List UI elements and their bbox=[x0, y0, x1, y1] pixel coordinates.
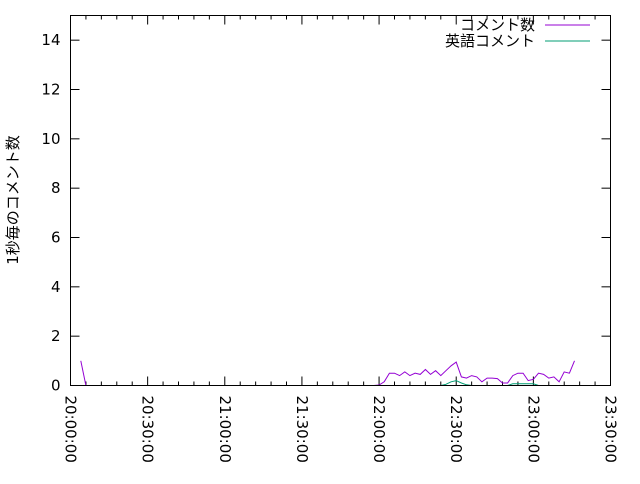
y-tick-label: 0 bbox=[51, 377, 61, 395]
x-tick-label: 23:00:00 bbox=[524, 396, 542, 463]
y-tick-label: 14 bbox=[41, 31, 60, 49]
axis-ticks: 0 2 4 6 8 10 12 14 20:00:00 20:30:00 21:00:00 21:30… bbox=[41, 15, 620, 463]
x-tick-label: 21:30:00 bbox=[293, 396, 311, 463]
x-tick-label: 22:00:00 bbox=[370, 396, 388, 463]
y-tick-label: 10 bbox=[41, 130, 60, 148]
y-tick-label: 12 bbox=[41, 81, 60, 99]
series-line-0 bbox=[368, 360, 575, 386]
legend-label: 英語コメント bbox=[445, 32, 535, 50]
series-lines bbox=[80, 360, 575, 386]
series-line-0 bbox=[80, 360, 87, 386]
plot-border bbox=[70, 15, 611, 386]
y-tick-label: 8 bbox=[51, 179, 61, 197]
series-line-1 bbox=[384, 380, 570, 386]
x-tick-label: 20:00:00 bbox=[62, 396, 80, 463]
y-tick-label: 2 bbox=[51, 327, 61, 345]
x-tick-label: 20:30:00 bbox=[139, 396, 157, 463]
x-tick-label: 23:30:00 bbox=[602, 396, 620, 463]
x-tick-label: 21:00:00 bbox=[216, 396, 234, 463]
legend-label: コメント数 bbox=[460, 16, 535, 34]
y-tick-label: 4 bbox=[51, 278, 61, 296]
y-tick-label: 6 bbox=[51, 229, 61, 247]
x-tick-label: 22:30:00 bbox=[447, 396, 465, 463]
y-axis-label: 1秒毎のコメント数 bbox=[4, 135, 22, 265]
